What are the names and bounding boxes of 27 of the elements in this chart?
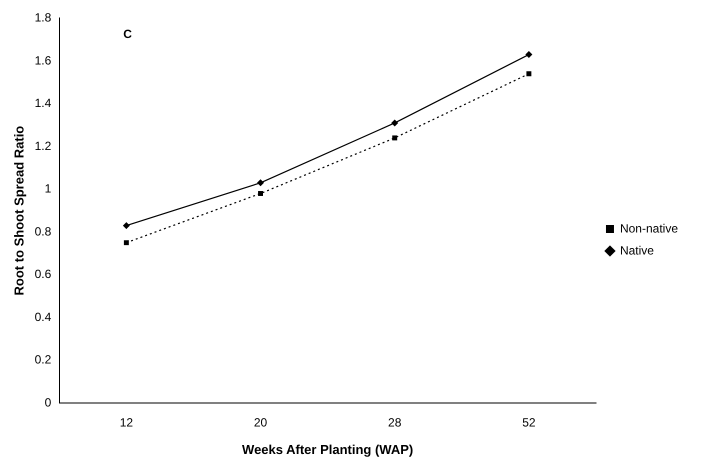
point (124, 240, 129, 246)
x-tick-label: 20 (254, 416, 268, 430)
legend-label: Non-native (620, 221, 678, 236)
legend-label: Native (620, 243, 654, 258)
y-tick-label: 1.6 (34, 53, 52, 68)
point (258, 191, 264, 196)
y-tick-label: 0.6 (34, 267, 52, 282)
x-axis-title: Weeks After Planting (WAP) (242, 442, 414, 457)
x-tick-label: 12 (120, 416, 134, 430)
y-axis-title: Root to Shoot Spread Ratio (11, 126, 26, 296)
point (392, 135, 398, 140)
point (526, 71, 532, 76)
point (525, 51, 532, 58)
point (391, 119, 398, 126)
y-tick-label: 0.4 (34, 310, 52, 324)
y-tick-label: 0.2 (34, 352, 52, 367)
x-tick-label: 28 (388, 416, 402, 430)
point (122, 222, 130, 230)
y-tick-label: 1.2 (34, 138, 52, 153)
y-tick-label: 0 (44, 395, 52, 410)
y-tick-label: 0.8 (34, 224, 52, 238)
y-tick-label: 1.4 (34, 96, 52, 110)
y-tick-label: 1.8 (34, 10, 52, 25)
point (257, 179, 264, 186)
x-tick-label: 52 (522, 416, 536, 430)
y-tick-label: 1 (44, 182, 52, 196)
annotation: C (123, 27, 132, 42)
